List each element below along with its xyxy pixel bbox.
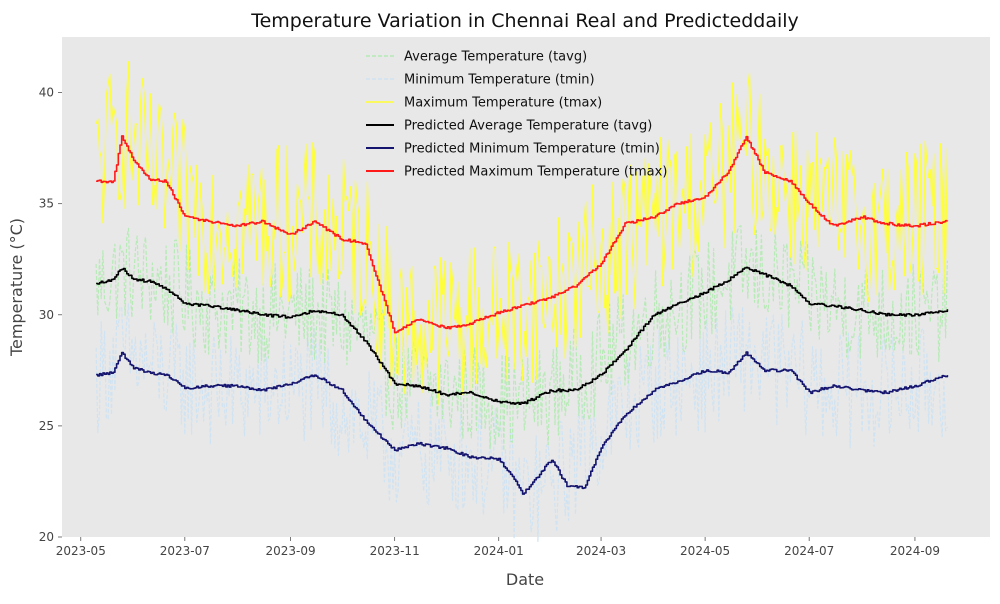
x-axis-label: Date — [506, 570, 544, 589]
plot-area — [62, 37, 990, 537]
y-tick-label: 30 — [39, 308, 54, 322]
x-tick-label: 2024-03 — [576, 544, 626, 558]
y-tick-label: 35 — [39, 197, 54, 211]
legend-label-5: Predicted Maximum Temperature (tmax) — [404, 165, 667, 180]
axes-layer: 2023-05 2023-07 2023-09 2023-11 2024-01 2024-… — [39, 86, 940, 558]
y-tick-label: 25 — [39, 419, 54, 433]
y-axis-label: Temperature (°C) — [7, 218, 26, 357]
x-tick-label: 2023-09 — [266, 544, 316, 558]
y-tick-label: 20 — [39, 530, 54, 544]
series-line-1 — [95, 303, 948, 543]
legend-label-2: Maximum Temperature (tmax) — [404, 96, 602, 111]
series-line-4 — [96, 351, 949, 495]
series-line-2 — [95, 61, 948, 406]
y-tick-label: 40 — [39, 86, 54, 100]
series-layer — [95, 61, 949, 543]
chart-title: Temperature Variation in Chennai Real an… — [250, 10, 799, 32]
legend-label-4: Predicted Minimum Temperature (tmin) — [404, 142, 660, 157]
series-line-5 — [96, 135, 949, 334]
x-tick-label: 2024-01 — [474, 544, 524, 558]
series-line-3 — [96, 266, 949, 406]
x-tick-label: 2024-09 — [890, 544, 940, 558]
x-tick-label: 2024-07 — [784, 544, 834, 558]
legend-label-3: Predicted Average Temperature (tavg) — [404, 119, 652, 134]
x-tick-label: 2023-05 — [56, 544, 106, 558]
x-tick-label: 2024-05 — [680, 544, 730, 558]
legend-label-0: Average Temperature (tavg) — [404, 50, 587, 65]
x-tick-label: 2023-07 — [160, 544, 210, 558]
legend-label-1: Minimum Temperature (tmin) — [404, 73, 595, 88]
x-tick-label: 2023-11 — [370, 544, 420, 558]
legend: Average Temperature (tavg) Minimum Temper… — [366, 50, 667, 180]
